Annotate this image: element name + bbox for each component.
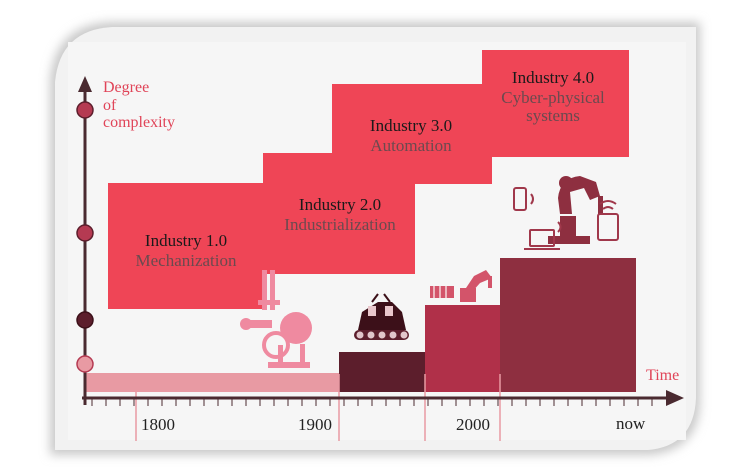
y-axis-label-line: Degree <box>103 79 150 96</box>
stage-subtitle: Mechanization <box>135 250 237 270</box>
cyber-robot-icon <box>548 176 603 244</box>
tablet-icon <box>597 200 619 241</box>
bar-era-3 <box>425 305 500 392</box>
y-axis-node <box>76 101 94 119</box>
stage-label-4: Industry 4.0 Cyber-physical systems <box>476 69 630 125</box>
x-axis-arrow <box>666 390 684 406</box>
year-label-1800: 1800 <box>141 415 175 434</box>
y-axis-label-line: of <box>103 96 117 114</box>
y-axis-node <box>76 311 94 329</box>
stage-title: Industry 2.0 <box>298 195 382 214</box>
tank-robot-icon <box>354 293 409 340</box>
phone-icon <box>513 187 534 211</box>
stage-title: Industry 1.0 <box>144 231 228 250</box>
robot-arm-icon <box>430 270 492 302</box>
stage-label-1: Industry 1.0 Mechanization <box>111 232 261 270</box>
x-axis-label: Time <box>646 367 680 384</box>
x-axis-ticks <box>91 398 653 406</box>
stage-box-4 <box>482 50 629 157</box>
year-label-1900: 1900 <box>298 415 332 434</box>
stage-label-2: Industry 2.0 Industrialization <box>262 196 418 234</box>
bar-era-2 <box>339 352 425 392</box>
year-label-now: now <box>616 414 646 433</box>
stage-subtitle: Cyber-physical <box>501 87 605 107</box>
stage-subtitle: Automation <box>370 135 452 155</box>
stage-title: Industry 3.0 <box>369 116 453 135</box>
steam-engine-icon <box>240 270 312 368</box>
y-axis-arrow <box>78 76 92 92</box>
stage-box-3 <box>332 84 492 184</box>
y-axis-node <box>76 224 94 242</box>
year-label-2000: 2000 <box>456 415 490 434</box>
stage-label-3: Industry 3.0 Automation <box>333 117 489 155</box>
y-axis-node <box>76 355 94 373</box>
bar-era-1 <box>86 373 340 392</box>
laptop-icon <box>524 221 562 250</box>
y-axis-label-line: complexity <box>103 114 175 132</box>
y-axis-label: Degree of complexity <box>103 79 175 132</box>
bar-era-4 <box>500 258 636 392</box>
stage-subtitle: Industrialization <box>284 214 396 234</box>
stage-box-1 <box>108 183 263 309</box>
stage-subtitle: systems <box>526 105 580 125</box>
stage-title: Industry 4.0 <box>511 68 595 87</box>
